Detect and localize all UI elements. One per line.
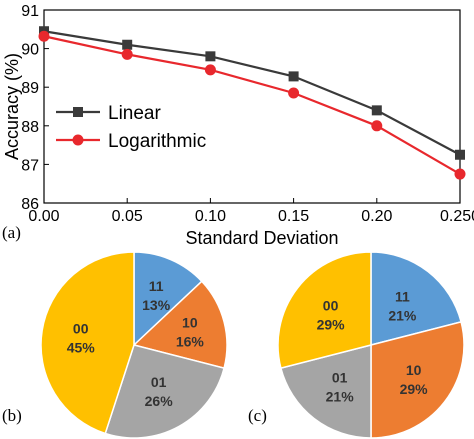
x-tick-label: 0.250 [440, 208, 474, 225]
legend-marker [72, 134, 84, 146]
pie-slice-00 [277, 251, 372, 370]
series-line-linear [43, 30, 461, 156]
pie-slice-11 [370, 251, 462, 346]
y-tick-label: 87 [21, 157, 39, 174]
pie-slice-00 [40, 251, 135, 435]
panel-label-b: (b) [2, 406, 22, 425]
data-point [455, 149, 465, 160]
pie-slice-label: 11 [395, 289, 410, 305]
data-point [205, 51, 216, 62]
legend-label-logarithmic: Logarithmic [108, 131, 206, 152]
y-axis-label: Accuracy (%) [2, 53, 22, 160]
pie-slice-label: 01 [151, 374, 167, 390]
pie-slice-percent: 16% [176, 334, 205, 350]
legend-label-linear: Linear [108, 103, 161, 124]
pie-slice-percent: 21% [326, 388, 355, 404]
pie-slice-label: 10 [406, 362, 422, 378]
pie-chart-b: 11 13% 10 16% 01 26% 00 45% [40, 251, 228, 439]
data-point [371, 105, 382, 116]
y-tick-label: 90 [21, 42, 39, 59]
pie-slice-percent: 26% [145, 393, 174, 409]
plot-frame [43, 9, 461, 204]
y-tick-label: 86 [21, 196, 39, 213]
data-point [38, 30, 50, 42]
x-tick-label: 0.10 [195, 208, 226, 225]
y-tick-label: 89 [21, 80, 39, 97]
pie-slice-10 [370, 320, 465, 439]
pie-slice-11 [133, 251, 203, 347]
pie-slice-01 [104, 344, 225, 439]
x-tick-label: 0.00 [28, 208, 59, 225]
data-point [288, 71, 299, 82]
x-axis-label: Standard Deviation [185, 228, 338, 248]
pie-slice-percent: 13% [142, 297, 171, 313]
data-point [288, 87, 300, 99]
panel-label-c: (c) [248, 406, 267, 425]
pie-slice-percent: 45% [67, 340, 96, 356]
pie-slice-10 [132, 280, 228, 370]
pie-slice-percent: 21% [388, 308, 417, 324]
x-tick-label: 0.15 [278, 208, 309, 225]
data-point [122, 39, 133, 50]
pie-slice-label: 01 [332, 369, 348, 385]
series-line-logarithmic [43, 35, 461, 176]
data-point [454, 168, 466, 180]
x-tick-label: 0.05 [112, 208, 143, 225]
data-point [121, 48, 133, 60]
pie-slice-01 [280, 344, 372, 439]
pie-chart-c: 11 21% 10 29% 01 21% 00 29% [277, 251, 465, 439]
legend-marker [73, 107, 83, 117]
pie-slice-percent: 29% [400, 381, 429, 397]
y-tick-label: 91 [21, 3, 39, 20]
pie-slice-label: 00 [73, 321, 89, 337]
line-chart: 86 87 88 89 90 91 0.00 0.05 0.10 0.15 0.20 0.250 Sta… [2, 3, 474, 248]
panel-label-a: (a) [2, 223, 21, 242]
pie-slice-label: 00 [323, 298, 339, 314]
x-tick-label: 0.20 [361, 208, 392, 225]
pie-slice-percent: 29% [317, 317, 346, 333]
data-point [371, 120, 383, 132]
data-point [204, 64, 216, 76]
pie-slice-label: 11 [149, 278, 164, 294]
pie-slice-label: 10 [182, 315, 198, 331]
y-tick-label: 88 [21, 119, 39, 136]
